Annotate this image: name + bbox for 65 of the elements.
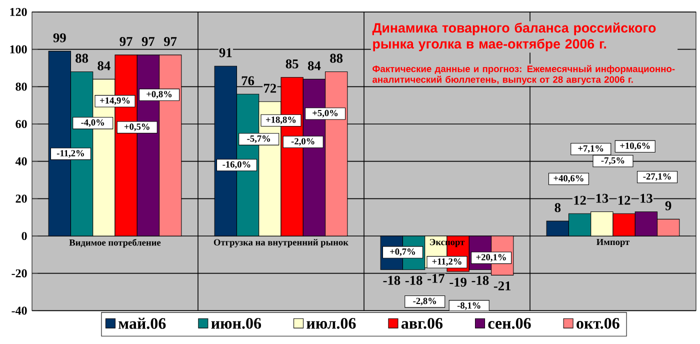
data-label: 76 bbox=[242, 76, 254, 86]
y-tick-label: 0 bbox=[22, 232, 27, 240]
annotation: -4,0% bbox=[81, 119, 104, 127]
annotation: +10,6% bbox=[620, 142, 650, 150]
data-label: 72 bbox=[264, 84, 276, 93]
annotation: -27,1% bbox=[643, 173, 671, 181]
y-tick-label: 40 bbox=[15, 157, 27, 166]
annotation: +18,8% bbox=[266, 116, 296, 124]
y-tick-label: 100 bbox=[10, 45, 27, 54]
data-label: 8 bbox=[554, 203, 561, 212]
text: Динамика товарного баланса российского рынка уголка в мае-октябре 2006 г. bbox=[372, 22, 656, 52]
y-tick-label: 80 bbox=[16, 82, 27, 91]
data-label: -18 bbox=[383, 276, 400, 285]
annotation: +5,0% bbox=[312, 110, 338, 118]
legend-label: окт.06 bbox=[576, 318, 620, 329]
annotation: -2,0% bbox=[291, 138, 314, 146]
data-label: -17 bbox=[428, 274, 444, 283]
x-tick-label: Отгрузка на внутренний рынок bbox=[214, 238, 348, 248]
annotation: -8,1% bbox=[457, 302, 480, 310]
legend-label: сен.06 bbox=[488, 318, 531, 329]
annotation: +0,8% bbox=[146, 90, 172, 99]
annotation: +0,7% bbox=[390, 248, 416, 256]
legend-label: май.06 bbox=[118, 318, 166, 330]
x-tick-label: Импорт bbox=[596, 238, 630, 248]
data-label: 13 bbox=[596, 194, 608, 203]
data-label: -19 bbox=[450, 278, 466, 287]
annotation: +14,9% bbox=[100, 97, 130, 105]
data-label: -18 bbox=[405, 276, 422, 285]
data-label: 84 bbox=[98, 61, 110, 70]
data-label: 91 bbox=[219, 48, 232, 58]
data-label: 85 bbox=[286, 59, 298, 68]
data-label: 9 bbox=[665, 201, 672, 210]
data-label: 12 bbox=[618, 196, 630, 205]
y-tick-label: 20 bbox=[16, 194, 27, 203]
y-tick-label: 60 bbox=[16, 120, 27, 128]
annotation: -2,8% bbox=[413, 298, 436, 306]
data-label: 97 bbox=[120, 37, 132, 46]
annotation: +40,6% bbox=[554, 175, 584, 183]
data-label: 99 bbox=[53, 33, 66, 42]
annotation: -5,7% bbox=[247, 135, 270, 144]
text: Фактические данные и прогноз: Ежемесячный информационно-аналитический бюллетень, выпуск от 28 августа 2006 г. bbox=[372, 65, 675, 85]
annotation: -7,5% bbox=[601, 157, 624, 165]
data-label: 97 bbox=[164, 37, 177, 46]
legend-label: июн.06 bbox=[211, 318, 262, 329]
y-tick-label: -20 bbox=[12, 269, 27, 278]
legend-label: июл.06 bbox=[306, 318, 356, 329]
data-label: -18 bbox=[472, 276, 489, 285]
annotation: +20,1% bbox=[476, 254, 506, 262]
data-label: 84 bbox=[308, 61, 321, 70]
data-label: 88 bbox=[76, 54, 88, 63]
x-tick-label: Экспорт bbox=[430, 238, 465, 248]
data-label: 12 bbox=[574, 196, 586, 205]
annotation: +0,5% bbox=[124, 124, 150, 132]
annotation: -11,2% bbox=[56, 150, 84, 158]
data-label: -21 bbox=[494, 281, 511, 290]
annotation: +11,2% bbox=[432, 258, 462, 266]
data-label: 88 bbox=[330, 54, 343, 63]
y-tick-label: 120 bbox=[10, 8, 27, 16]
data-label: 97 bbox=[142, 37, 155, 46]
data-label: 13 bbox=[640, 194, 652, 203]
y-tick-label: -40 bbox=[12, 306, 27, 315]
x-tick-label: Видимое потребление bbox=[69, 238, 161, 248]
annotation: +7,1% bbox=[578, 145, 604, 153]
annotation: -16,0% bbox=[222, 161, 250, 169]
legend-label: авг.06 bbox=[401, 318, 443, 329]
